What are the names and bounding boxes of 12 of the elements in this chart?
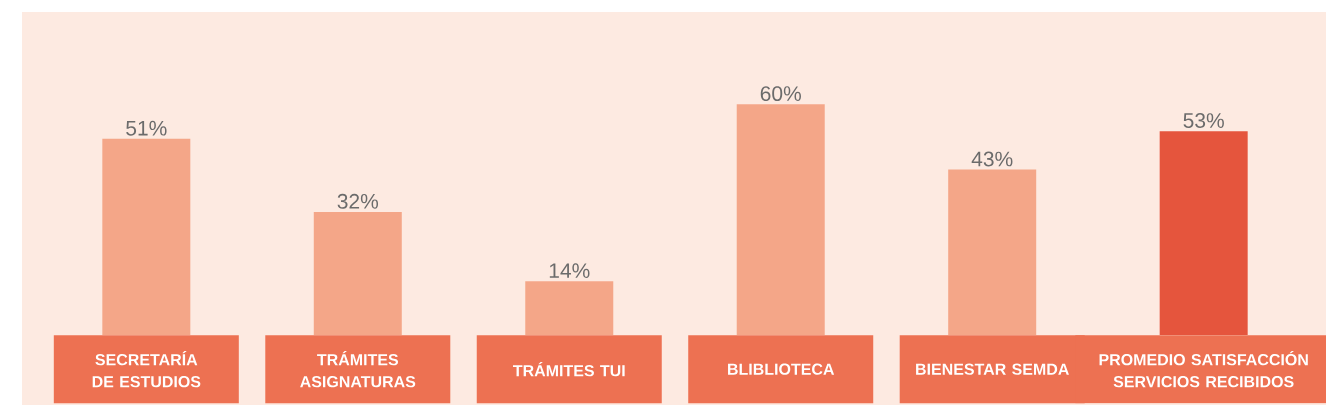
- data-label: 53%: [1183, 113, 1224, 128]
- data-label: 60%: [760, 86, 801, 102]
- data-label: 43%: [971, 151, 1013, 167]
- data-label: 51%: [126, 120, 167, 136]
- x-tick-label: PROMEDIO SATISFACCIÓN SERVICIOS RECIBIDOS: [1099, 351, 1308, 388]
- x-tick-label: BIENESTAR SEMDA: [916, 363, 1069, 375]
- x-tick-label: SECRETARÍA DE ESTUDIOS: [92, 351, 201, 388]
- x-tick-label: TRÁMITES TUI: [512, 362, 625, 377]
- data-label: 14%: [549, 263, 590, 278]
- x-tick-label: TRÁMITES ASIGNATURAS: [300, 351, 416, 388]
- x-tick-label: BLIBLIOTECA: [728, 363, 835, 375]
- data-label: 32%: [337, 193, 379, 209]
